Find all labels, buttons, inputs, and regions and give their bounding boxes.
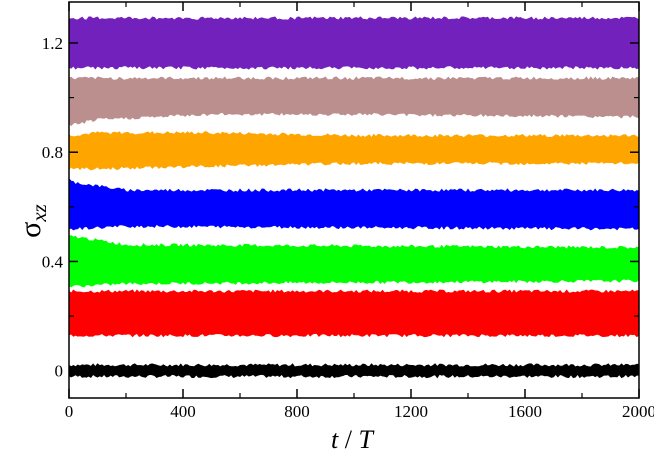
x-tick-label: 1200: [394, 402, 428, 421]
x-tick-label: 2000: [622, 402, 654, 421]
series-band-6: [68, 16, 640, 70]
y-tick-label: 0.4: [42, 252, 64, 271]
x-tick-label: 400: [170, 402, 196, 421]
series-band-4: [68, 131, 640, 171]
x-axis-variable: t: [331, 425, 339, 454]
series-band-2: [68, 235, 640, 288]
series-band-5: [68, 76, 640, 127]
x-axis-separator: /: [338, 425, 358, 454]
series-band-1: [68, 289, 640, 338]
y-axis-subscript: xz: [27, 204, 51, 223]
tick-layer: 0 400 800 1200 1600 2000 0 0.4 0.8 1.2: [42, 2, 654, 421]
y-tick-label: 0: [55, 362, 64, 381]
series-band-0: [68, 363, 640, 379]
series-band-3: [68, 177, 640, 231]
x-tick-label: 800: [284, 402, 310, 421]
x-axis-unit: T: [359, 425, 375, 454]
y-axis-symbol: σ: [14, 222, 47, 238]
x-tick-label: 1600: [508, 402, 542, 421]
x-axis-title: t / T: [331, 425, 374, 454]
x-tick-label: 0: [65, 402, 74, 421]
series-layer: [68, 16, 640, 379]
y-tick-label: 1.2: [42, 34, 63, 53]
y-tick-label: 0.8: [42, 143, 63, 162]
y-axis-title: σxz: [14, 204, 51, 238]
